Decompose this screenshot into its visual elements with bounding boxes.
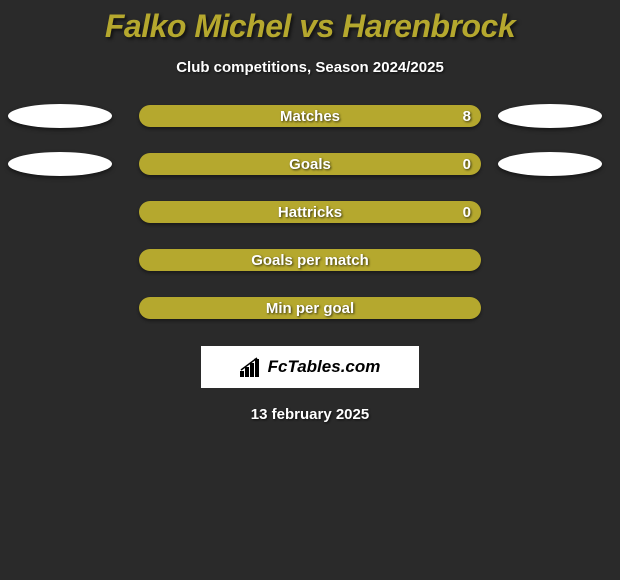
stat-value: 0: [463, 204, 471, 221]
stat-label: Goals per match: [251, 252, 369, 269]
bars-icon: [240, 357, 262, 377]
ellipse-right: [498, 104, 602, 128]
stat-label: Matches: [280, 108, 340, 125]
logo-box: FcTables.com: [201, 346, 419, 388]
stat-label: Goals: [289, 156, 331, 173]
stat-label: Hattricks: [278, 204, 342, 221]
stat-bar: Matches 8: [139, 105, 481, 127]
stat-row-hattricks: Hattricks 0: [0, 200, 620, 224]
stat-value: 0: [463, 156, 471, 173]
stat-row-goals: Goals 0: [0, 152, 620, 176]
logo-text: FcTables.com: [268, 357, 381, 377]
stat-row-min-per-goal: Min per goal: [0, 296, 620, 320]
stat-bar: Goals 0: [139, 153, 481, 175]
stat-bar: Hattricks 0: [139, 201, 481, 223]
page-title: Falko Michel vs Harenbrock: [0, 8, 620, 45]
comparison-card: Falko Michel vs Harenbrock Club competit…: [0, 0, 620, 423]
stat-label: Min per goal: [266, 300, 354, 317]
ellipse-right: [498, 152, 602, 176]
stat-row-goals-per-match: Goals per match: [0, 248, 620, 272]
stat-bar: Min per goal: [139, 297, 481, 319]
subtitle: Club competitions, Season 2024/2025: [0, 59, 620, 76]
ellipse-left: [8, 104, 112, 128]
stat-row-matches: Matches 8: [0, 104, 620, 128]
ellipse-left: [8, 152, 112, 176]
date-label: 13 february 2025: [0, 406, 620, 423]
stat-value: 8: [463, 108, 471, 125]
stat-bar: Goals per match: [139, 249, 481, 271]
stat-rows: Matches 8 Goals 0 Hattricks 0 Goals per …: [0, 104, 620, 320]
